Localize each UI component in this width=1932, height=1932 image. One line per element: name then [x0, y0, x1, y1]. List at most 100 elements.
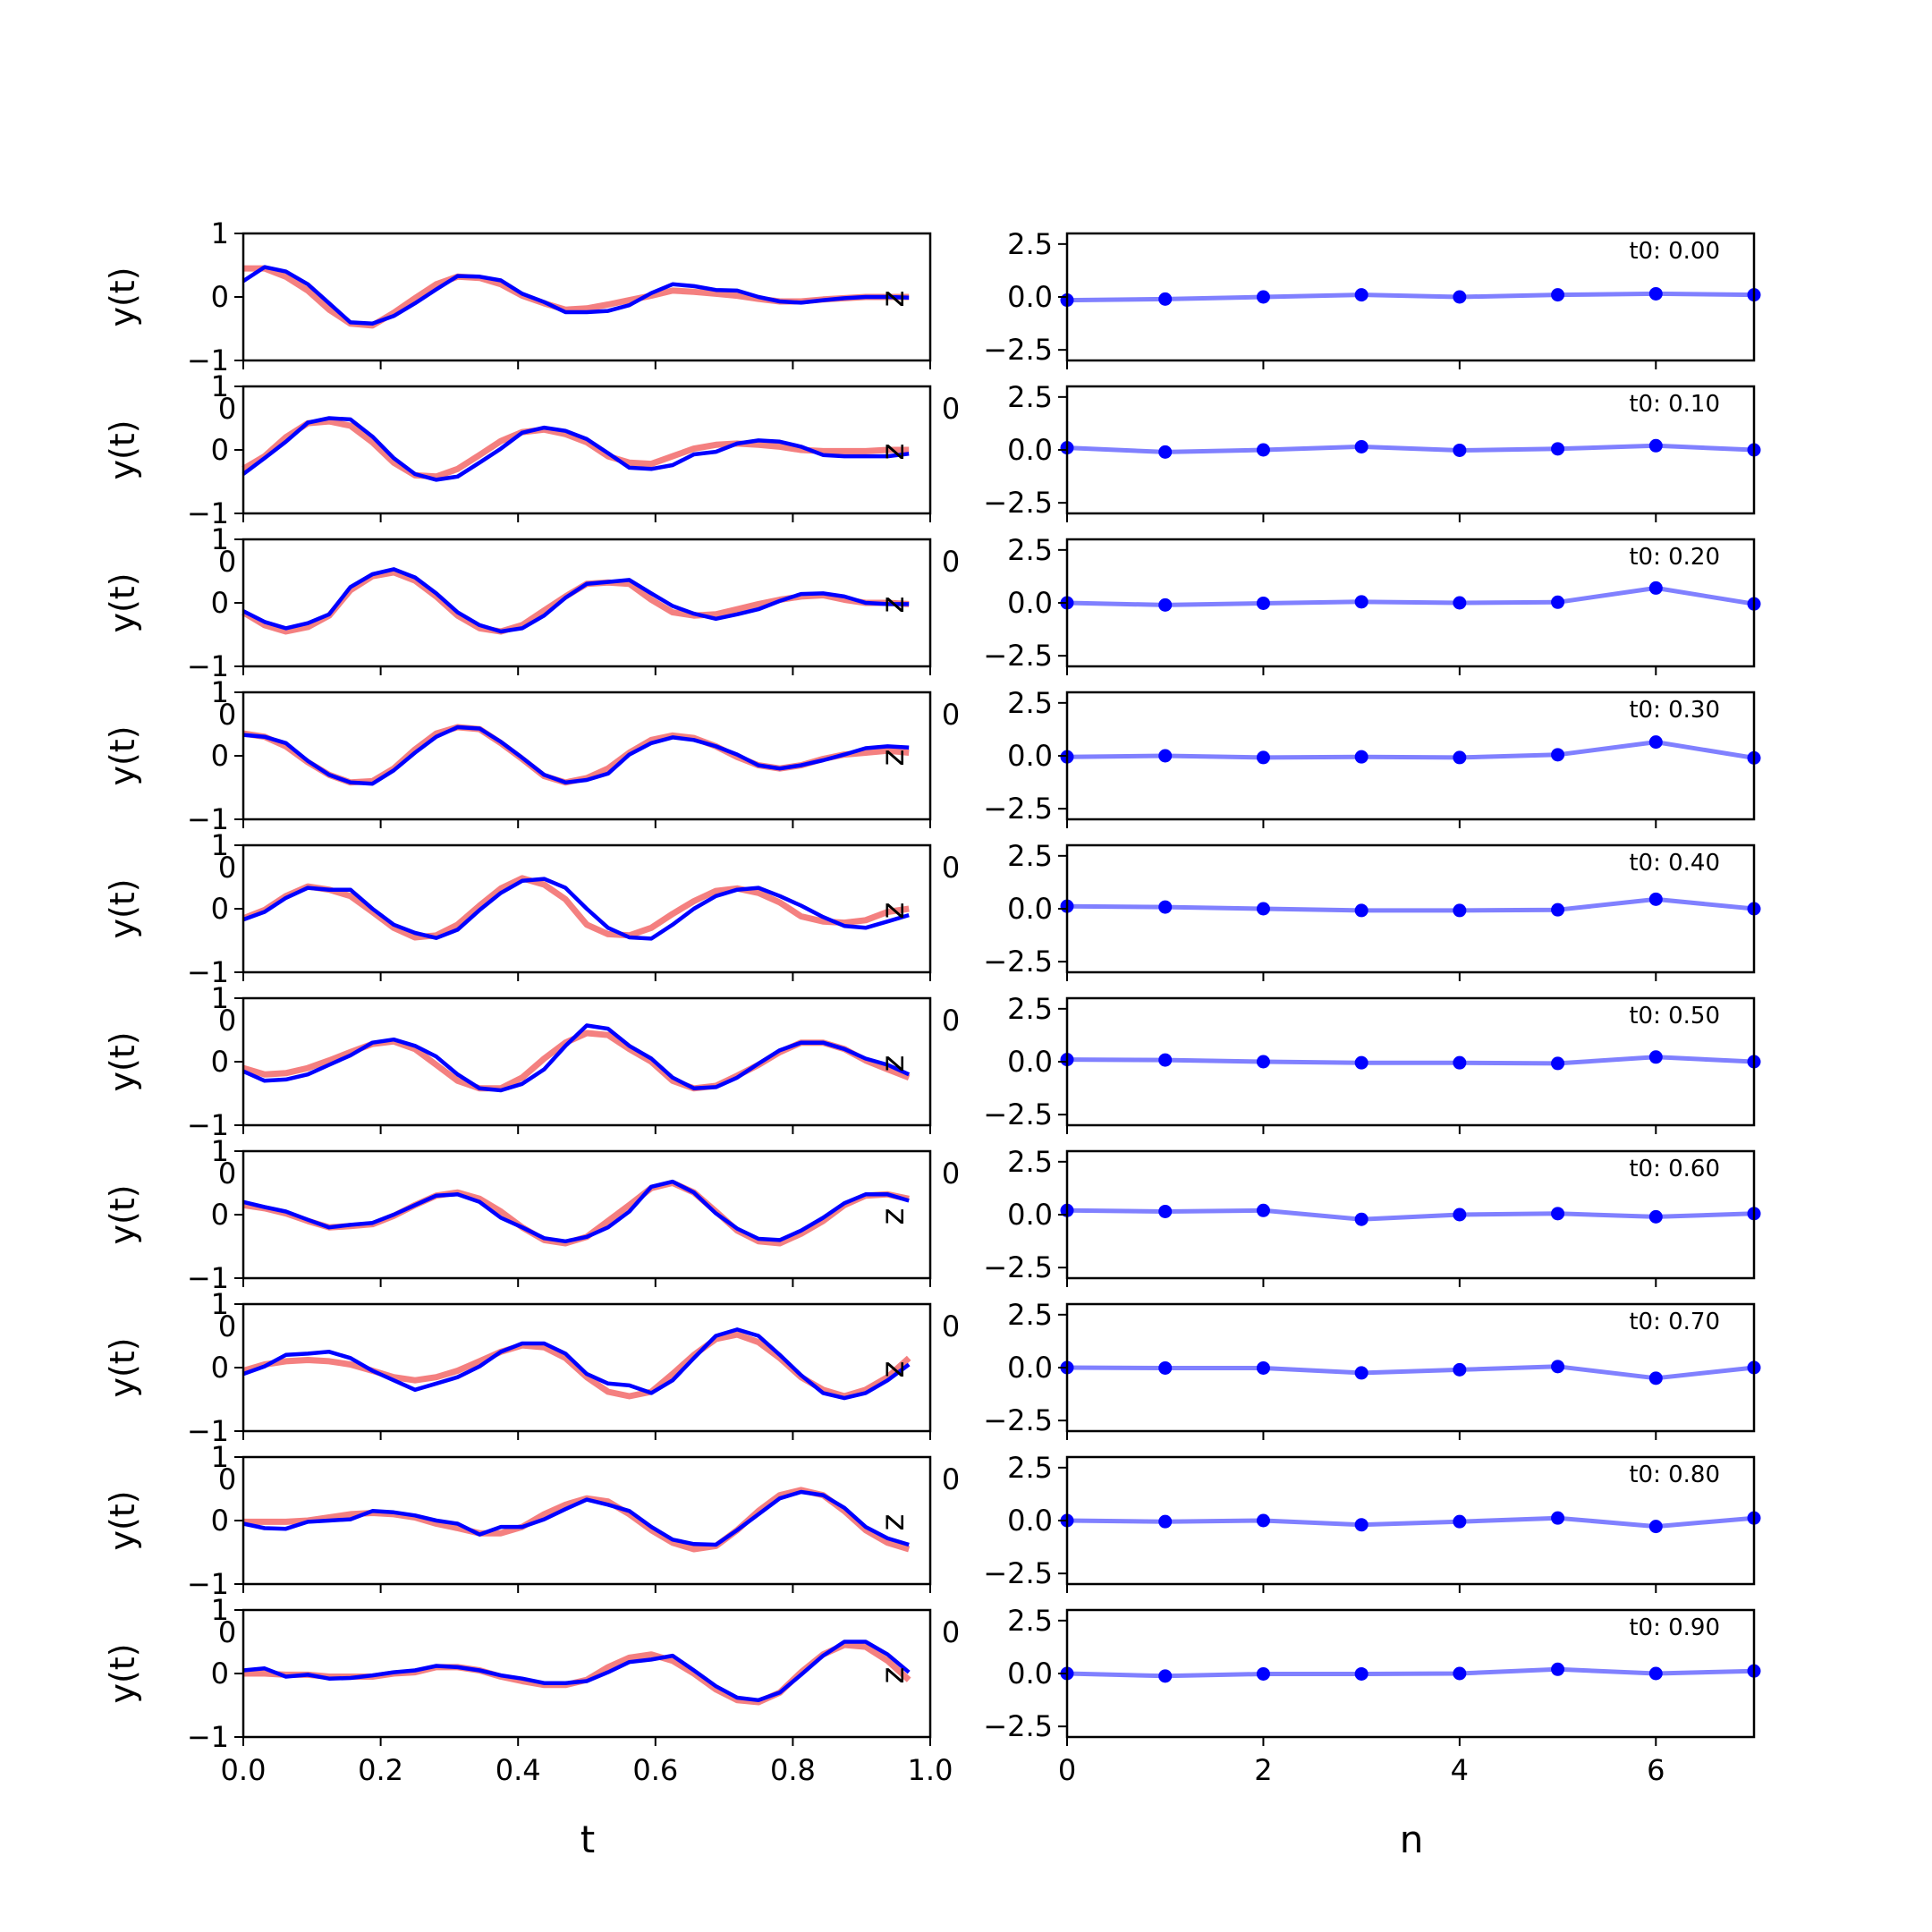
- coefficient-point: [1256, 1203, 1270, 1217]
- z-axis-title: z: [875, 444, 911, 461]
- overlap-glyph: 0: [942, 1004, 960, 1038]
- coefficient-line: [1066, 1364, 1755, 1381]
- coefficient-point: [1453, 1362, 1467, 1377]
- coefficient-point: [1354, 1366, 1368, 1380]
- prediction-series-line: [242, 1023, 911, 1093]
- coefficient-point: [1354, 1518, 1368, 1532]
- y-tick-label: −1: [187, 1414, 229, 1448]
- y-tick-label: 0.0: [1007, 1351, 1053, 1385]
- y-tick-label: 2.5: [1007, 533, 1053, 567]
- y-tick-label: −2.5: [983, 1097, 1053, 1131]
- coefficient-point: [1551, 1662, 1565, 1676]
- x-tick-label: 0: [1058, 1753, 1076, 1787]
- coefficient-point: [1256, 1055, 1270, 1069]
- coefficient-panel-4: 0 −2.5 0.0 2.5 t0: 0.40: [942, 839, 1761, 981]
- right-x-axis-title: n: [1400, 1818, 1424, 1861]
- y-tick-label: 0: [211, 280, 229, 314]
- panel-annotation: t0: 0.20: [1629, 544, 1720, 571]
- target-series-line: [242, 875, 910, 941]
- y-tick-label: 0.0: [1007, 892, 1053, 926]
- x-tick-label: 1.0: [908, 1753, 953, 1787]
- y-tick-label: 1: [211, 828, 229, 862]
- left-x-axis-title: t: [580, 1818, 595, 1861]
- y-tick-label: 0.0: [1007, 1198, 1053, 1232]
- overlap-glyph: 0: [942, 545, 960, 579]
- y-tick-label: −1: [187, 1567, 229, 1601]
- coefficient-point: [1256, 750, 1270, 765]
- coefficient-point: [1453, 1666, 1467, 1681]
- overlap-glyph: 0: [218, 1309, 236, 1343]
- coefficient-point: [1158, 900, 1173, 914]
- coefficient-point: [1551, 748, 1565, 762]
- coefficient-point: [1648, 735, 1663, 750]
- coefficient-line: [1066, 896, 1755, 913]
- y-tick-label: −2.5: [983, 486, 1053, 520]
- coefficient-point: [1256, 290, 1270, 304]
- coefficient-point: [1551, 1360, 1565, 1374]
- y-tick-label: 0: [211, 1198, 229, 1232]
- z-axis-title: z: [875, 291, 911, 308]
- coefficient-panel-7: 0 −2.5 0.0 2.5 t0: 0.70: [942, 1298, 1761, 1440]
- coefficient-point: [1453, 903, 1467, 918]
- y-tick-label: −2.5: [983, 1709, 1053, 1743]
- y-axis-title: y(t): [103, 725, 142, 785]
- coefficient-line: [1066, 585, 1755, 607]
- y-axis-title: y(t): [103, 572, 142, 632]
- panel-annotation: t0: 0.60: [1629, 1156, 1720, 1182]
- coefficient-point: [1354, 750, 1368, 764]
- y-axis-title: y(t): [103, 1184, 142, 1244]
- y-tick-label: 1: [211, 369, 229, 403]
- coefficient-point: [1453, 290, 1467, 304]
- x-tick-label: 0.0: [221, 1753, 267, 1787]
- coefficient-panel-9: 0−2.50.02.50 2 4 6t0: 0.90: [942, 1604, 1761, 1787]
- coefficient-point: [1354, 439, 1368, 453]
- coefficient-point: [1158, 749, 1173, 763]
- y-tick-label: 1: [211, 1134, 229, 1168]
- coefficient-point: [1158, 1204, 1173, 1218]
- overlap-glyph: 0: [218, 1004, 236, 1038]
- coefficient-line: [1066, 1208, 1755, 1222]
- coefficient-point: [1453, 1055, 1467, 1070]
- coefficient-point: [1551, 902, 1565, 917]
- overlap-glyph: 0: [218, 1615, 236, 1649]
- y-axis-title: y(t): [103, 267, 142, 326]
- y-tick-label: −2.5: [983, 1556, 1053, 1590]
- overlap-glyph: 0: [942, 1157, 960, 1191]
- y-tick-label: −2.5: [983, 792, 1053, 826]
- panel-annotation: t0: 0.40: [1629, 850, 1720, 877]
- y-axis-title: y(t): [103, 419, 142, 479]
- coefficient-panel-3: 0 −2.5 0.0 2.5 t0: 0.30: [942, 686, 1761, 828]
- y-tick-label: 0: [211, 892, 229, 926]
- y-tick-label: 0: [211, 739, 229, 773]
- y-tick-label: 2.5: [1007, 227, 1053, 261]
- target-series-line: [242, 418, 910, 480]
- coefficient-point: [1158, 1669, 1173, 1683]
- y-axis-title: y(t): [103, 878, 142, 938]
- panel-annotation: t0: 0.10: [1629, 391, 1720, 418]
- overlap-glyph: 0: [218, 392, 236, 426]
- y-tick-label: 1: [211, 1593, 229, 1627]
- coefficient-point: [1354, 595, 1368, 609]
- overlap-glyph: 0: [218, 698, 236, 732]
- coefficient-line: [1066, 1055, 1755, 1066]
- y-tick-label: 0: [211, 1045, 229, 1079]
- coefficient-panel-5: 0 −2.5 0.0 2.5 t0: 0.50: [942, 992, 1761, 1134]
- x-tick-label: 0.4: [496, 1753, 541, 1787]
- overlap-glyph: 0: [942, 698, 960, 732]
- x-tick-label: 0.2: [358, 1753, 403, 1787]
- coefficient-point: [1648, 1666, 1663, 1681]
- y-tick-label: −2.5: [983, 333, 1053, 367]
- y-tick-label: 2.5: [1007, 1145, 1053, 1179]
- z-axis-title: z: [875, 1208, 911, 1225]
- coefficient-point: [1648, 438, 1663, 453]
- coefficient-point: [1551, 1207, 1565, 1221]
- coefficient-point: [1648, 1371, 1663, 1385]
- prediction-series-line: [242, 416, 910, 482]
- coefficient-point: [1551, 1511, 1565, 1525]
- prediction-series-line: [242, 877, 910, 941]
